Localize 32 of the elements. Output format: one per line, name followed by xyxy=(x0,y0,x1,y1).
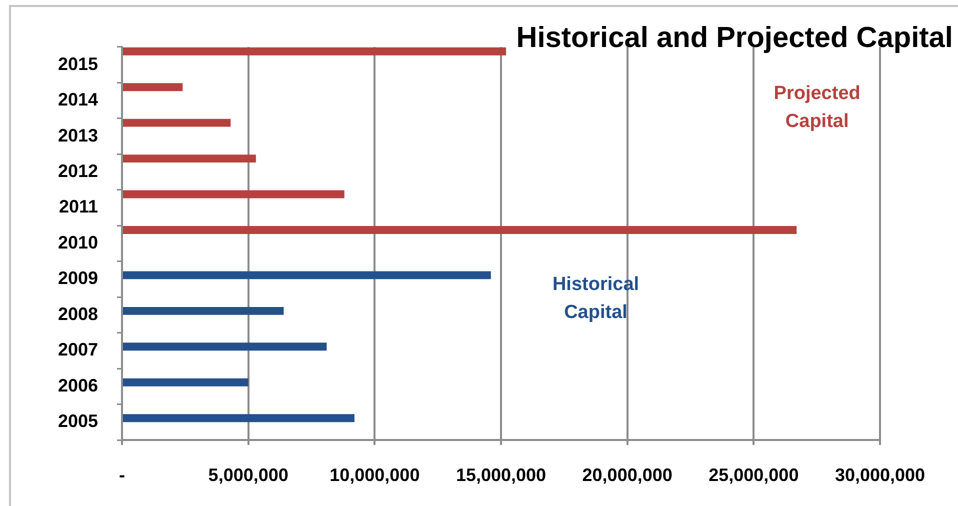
y-tick-label: 2015 xyxy=(58,54,98,74)
y-tick-label: 2005 xyxy=(58,411,98,432)
x-tick-label: 20,000,000 xyxy=(582,464,672,485)
x-tick-label: 25,000,000 xyxy=(708,464,799,485)
x-tick-label: 10,000,000 xyxy=(330,464,420,485)
y-tick-label: 2014 xyxy=(58,90,98,110)
text: Historical Capital xyxy=(552,274,640,323)
y-tick-label: 2012 xyxy=(58,161,98,182)
bar xyxy=(123,306,284,315)
y-tick-label: 2006 xyxy=(58,375,98,396)
y-tick-label: 2008 xyxy=(58,304,98,324)
x-tick-label: - xyxy=(119,464,125,485)
bar xyxy=(123,190,344,198)
text: Projected Capital xyxy=(774,83,860,132)
y-tick-label: 2011 xyxy=(58,196,98,217)
chart-title: Historical and Projected Capital xyxy=(516,22,953,54)
bar xyxy=(123,342,327,351)
x-tick-label: 30,000,000 xyxy=(834,464,926,485)
y-tick-label: 2009 xyxy=(58,268,98,288)
bar xyxy=(123,154,256,163)
y-tick-label: 2007 xyxy=(58,340,98,360)
bar xyxy=(123,414,354,422)
x-tick-label: 5,000,000 xyxy=(208,464,288,485)
bar xyxy=(123,271,491,280)
bar xyxy=(123,47,506,56)
y-tick-label: 2013 xyxy=(58,125,98,146)
bar xyxy=(123,378,248,386)
x-tick-label: 15,000,000 xyxy=(456,464,546,485)
bar xyxy=(123,226,797,234)
bar xyxy=(123,118,231,127)
y-tick-label: 2010 xyxy=(58,232,98,252)
bar xyxy=(123,83,183,92)
